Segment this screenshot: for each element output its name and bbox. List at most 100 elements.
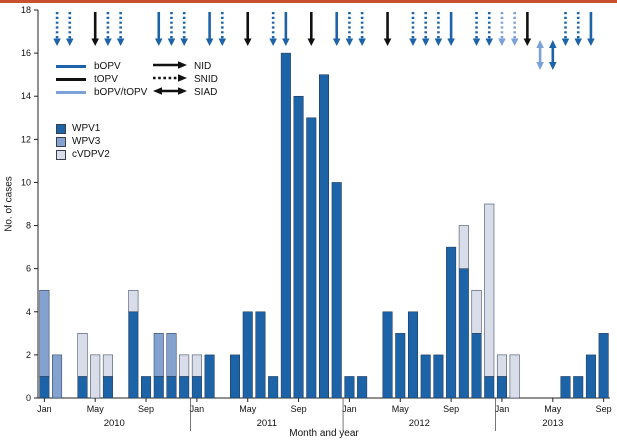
bar-segment-cvdpv2-2010-06 [102,354,113,377]
bar-segment-wpv1-2011-07 [268,376,279,399]
campaign-arrow-bopv-snid-head [104,38,112,46]
bar-segment-wpv1-2010-06 [102,376,113,399]
legend-label-bopv-topv: bOPV/tOPV [94,87,148,98]
bar-segment-wpv1-2013-01 [496,376,507,399]
campaign-arrow-bopv-snid-head [180,38,188,46]
vaccine-legend: bOPV tOPV bOPV/tOPV [56,60,147,99]
x-tick-label: Sep [291,404,307,414]
campaign-arrow-bopv_topv-snid-head [498,38,506,46]
bar-segment-wpv1-2010-11 [166,376,177,399]
campaign-arrow-bopv-nid-head [332,38,341,46]
bar-segment-wpv1-2013-08 [585,354,596,399]
bar-segment-cvdpv2-2011-01 [191,354,202,377]
legend-label-siad: SIAD [194,87,218,98]
x-tick-label: Sep [443,404,459,414]
campaign-type-legend: NID SNID SIAD [152,60,218,99]
bar-segment-cvdpv2-2013-01 [496,354,507,377]
x-tick-label: Sep [138,404,154,414]
y-tick-label: 6 [26,264,31,274]
wpv1-swatch [56,123,66,134]
bar-segment-cvdpv2-2010-12 [179,354,190,377]
bar-segment-wpv1-2012-04 [382,311,393,399]
dashed-arrow-icon [152,73,188,86]
y-tick-label: 10 [21,177,31,187]
y-tick-label: 8 [26,221,31,231]
campaign-arrow-bopv_topv-siad-head-up [536,40,544,48]
solid-arrow-icon [152,60,188,73]
x-tick-label: Jan [342,404,357,414]
x-tick-label: May [239,404,257,414]
bar-segment-wpv1-2012-07 [420,354,431,399]
x-tick-label: May [87,404,105,414]
y-tick-label: 2 [26,350,31,360]
campaign-arrow-bopv-snid-head [269,38,277,46]
campaign-arrow-bopv-nid-head [282,38,290,46]
bar-segment-wpv1-2011-06 [255,311,266,399]
campaign-arrow-topv-nid-head [243,38,252,46]
legend-row-nid: NID [152,60,218,73]
campaign-arrow-bopv_topv-siad-head-down [536,62,544,70]
campaign-arrow-topv-nid-head [383,38,392,46]
x-axis-title: Month and year [289,428,359,439]
x-tick-label: Sep [596,404,612,414]
campaign-arrow-bopv-snid-head [485,38,494,46]
bar-segment-wpv1-2012-10 [458,268,469,399]
x-tick-label: May [392,404,410,414]
bar-segment-wpv3-2010-02 [52,354,63,399]
bar-segment-wpv1-2012-01 [344,376,355,399]
legend-row-bopv: bOPV [56,60,147,73]
bar-segment-wpv1-2012-08 [433,354,444,399]
bar-segment-wpv1-2011-02 [204,354,215,399]
bar-segment-wpv1-2012-11 [471,333,482,399]
bar-segment-wpv1-2011-12 [331,182,342,399]
bar-segment-cvdpv2-2013-02 [509,354,520,399]
campaign-arrow-bopv-snid-head [53,38,61,46]
cvdpv2-swatch [56,149,66,160]
y-tick-label: 12 [21,134,31,144]
bar-segment-wpv1-2011-08 [280,52,291,399]
campaign-arrow-bopv-snid-head [218,38,227,46]
bar-segment-wpv1-2011-01 [191,376,202,399]
campaign-arrow-bopv-snid-head [116,38,125,46]
y-tick-label: 4 [26,307,31,317]
y-tick-label: 0 [26,393,31,403]
bar-segment-cvdpv2-2012-12 [484,203,495,377]
y-axis-title: No. of cases [3,176,15,232]
legend-label-wpv1: WPV1 [72,123,101,134]
x-tick-label: Jan [495,404,510,414]
y-tick-label: 18 [21,5,31,15]
campaign-arrow-bopv-snid-head [358,38,366,46]
bar-segment-wpv3-2010-10 [153,333,164,377]
campaign-arrow-bopv_topv-snid-head [510,38,519,46]
campaign-arrow-bopv-snid-head [65,38,74,46]
campaign-arrow-bopv-nid-head [587,38,595,46]
bar-segment-wpv1-2011-04 [230,354,241,399]
campaign-arrow-bopv-siad-head-up [549,40,557,48]
x-tick-label: Jan [37,404,52,414]
campaign-arrow-bopv-nid-head [205,38,214,46]
bar-segment-wpv1-2012-12 [484,376,495,399]
campaign-arrow-bopv-nid-head [154,38,163,46]
y-tick-label: 14 [21,91,31,101]
bopv-line-swatch [56,65,86,68]
campaign-arrow-bopv-snid-head [561,38,570,46]
bar-segment-wpv1-2011-05 [242,311,253,399]
bar-segment-wpv1-2013-06 [560,376,571,399]
legend-label-topv: tOPV [94,74,118,85]
legend-label-cvdpv2: cVDPV2 [72,149,110,160]
legend-row-snid: SNID [152,73,218,86]
legend-label-bopv: bOPV [94,61,121,72]
campaign-arrow-topv-nid-head [307,38,316,46]
year-label: 2011 [257,418,277,429]
legend-label-wpv3: WPV3 [72,136,101,147]
bar-segment-cvdpv2-2010-04 [77,333,88,377]
bar-segment-wpv1-2013-07 [573,376,584,399]
bar-segment-wpv1-2011-11 [318,74,330,399]
campaign-arrow-bopv-snid-head [345,38,354,46]
legend-row-topv: tOPV [56,73,147,86]
x-tick-label: May [544,404,562,414]
campaign-arrow-bopv-snid-head [167,38,176,46]
campaign-arrow-topv-nid-head [91,38,99,46]
legend-row-bopv-topv: bOPV/tOPV [56,86,147,99]
